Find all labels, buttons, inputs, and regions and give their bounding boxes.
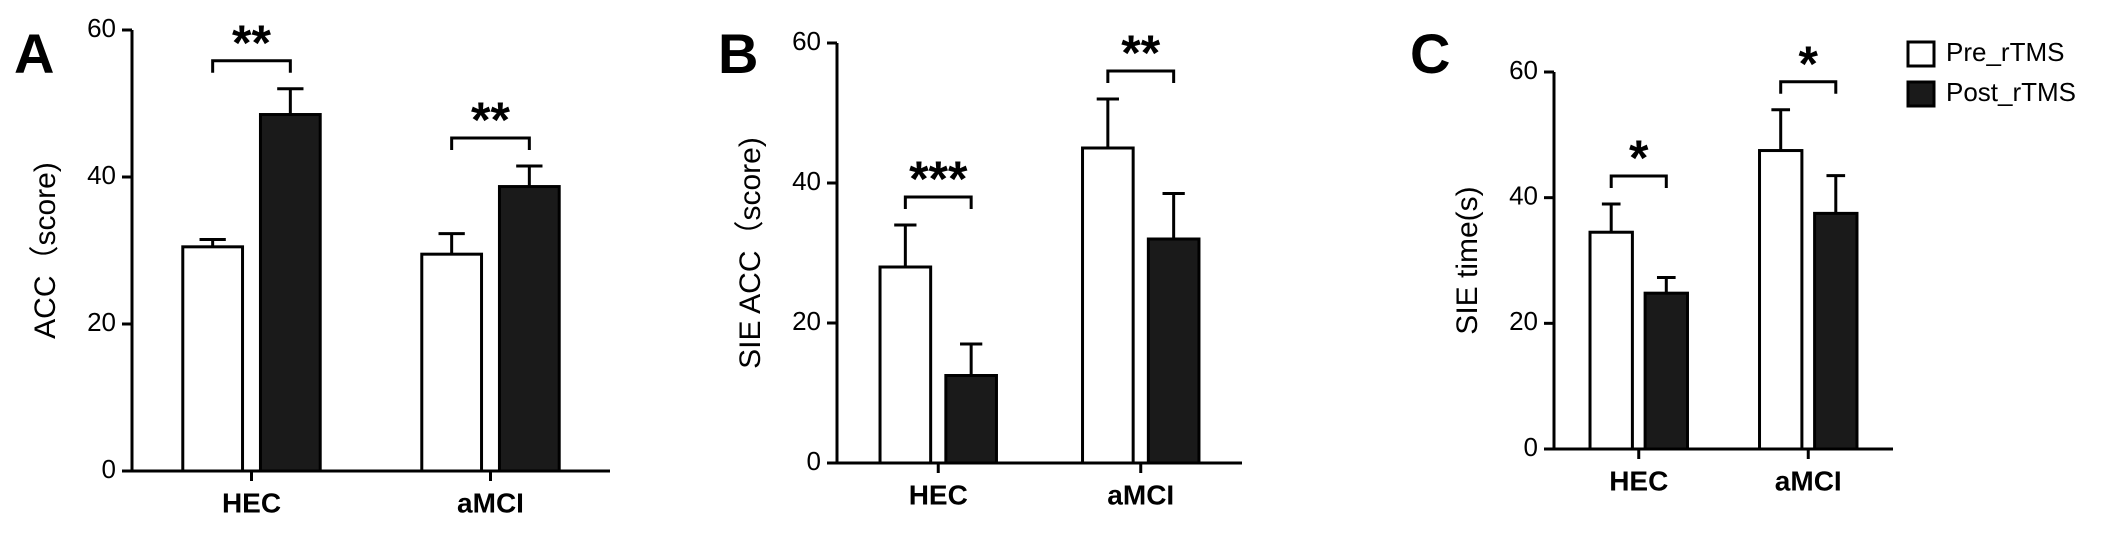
significance-label: *** xyxy=(909,151,968,207)
significance-bracket xyxy=(1106,69,1176,83)
significance-bracket xyxy=(1779,80,1838,94)
panel-label: B xyxy=(718,22,758,85)
y-tick-label: 60 xyxy=(87,13,116,43)
y-tick-label: 0 xyxy=(1524,432,1538,462)
y-tick-label: 20 xyxy=(87,307,116,337)
bar xyxy=(1813,211,1859,451)
bar xyxy=(1758,149,1804,451)
bar xyxy=(1146,237,1201,465)
y-axis-label: SIE time(s) xyxy=(1451,186,1484,334)
bar xyxy=(878,265,933,465)
y-tick-label: 0 xyxy=(807,446,821,476)
bar xyxy=(420,252,484,473)
panel-label: A xyxy=(14,22,54,85)
significance-label: * xyxy=(1629,130,1649,186)
x-tick-label: aMCI xyxy=(457,487,524,518)
bar xyxy=(944,374,998,465)
legend-label: Post_rTMS xyxy=(1946,77,2076,107)
x-tick-label: aMCI xyxy=(1775,465,1842,496)
significance-bracket xyxy=(450,136,531,150)
bar xyxy=(258,113,322,473)
bar xyxy=(497,185,561,473)
y-tick-label: 60 xyxy=(792,26,821,56)
significance-label: ** xyxy=(471,92,510,148)
y-tick-label: 40 xyxy=(792,166,821,196)
y-tick-label: 20 xyxy=(1509,306,1538,336)
legend-label: Pre_rTMS xyxy=(1946,37,2064,67)
panel-label: C xyxy=(1410,22,1450,85)
y-tick-label: 40 xyxy=(87,160,116,190)
legend-swatch xyxy=(1906,80,1936,108)
x-tick-label: HEC xyxy=(909,479,968,510)
bar xyxy=(1643,291,1689,451)
significance-label: ** xyxy=(232,15,271,71)
bar xyxy=(181,245,245,473)
y-tick-label: 20 xyxy=(792,306,821,336)
y-tick-label: 0 xyxy=(102,454,116,484)
y-axis-label: ACC（score) xyxy=(29,162,62,339)
x-tick-label: HEC xyxy=(1609,465,1668,496)
significance-label: * xyxy=(1799,36,1819,92)
x-tick-label: aMCI xyxy=(1107,479,1174,510)
significance-label: ** xyxy=(1121,25,1160,81)
significance-bracket xyxy=(211,59,292,73)
legend-swatch xyxy=(1906,40,1936,68)
significance-bracket xyxy=(1609,174,1668,188)
bar xyxy=(1588,230,1634,451)
bar xyxy=(1081,146,1135,465)
x-tick-label: HEC xyxy=(222,487,281,518)
y-tick-label: 60 xyxy=(1509,55,1538,85)
significance-bracket xyxy=(903,195,973,209)
y-tick-label: 40 xyxy=(1509,181,1538,211)
y-axis-label: SIE ACC（score) xyxy=(734,137,767,369)
